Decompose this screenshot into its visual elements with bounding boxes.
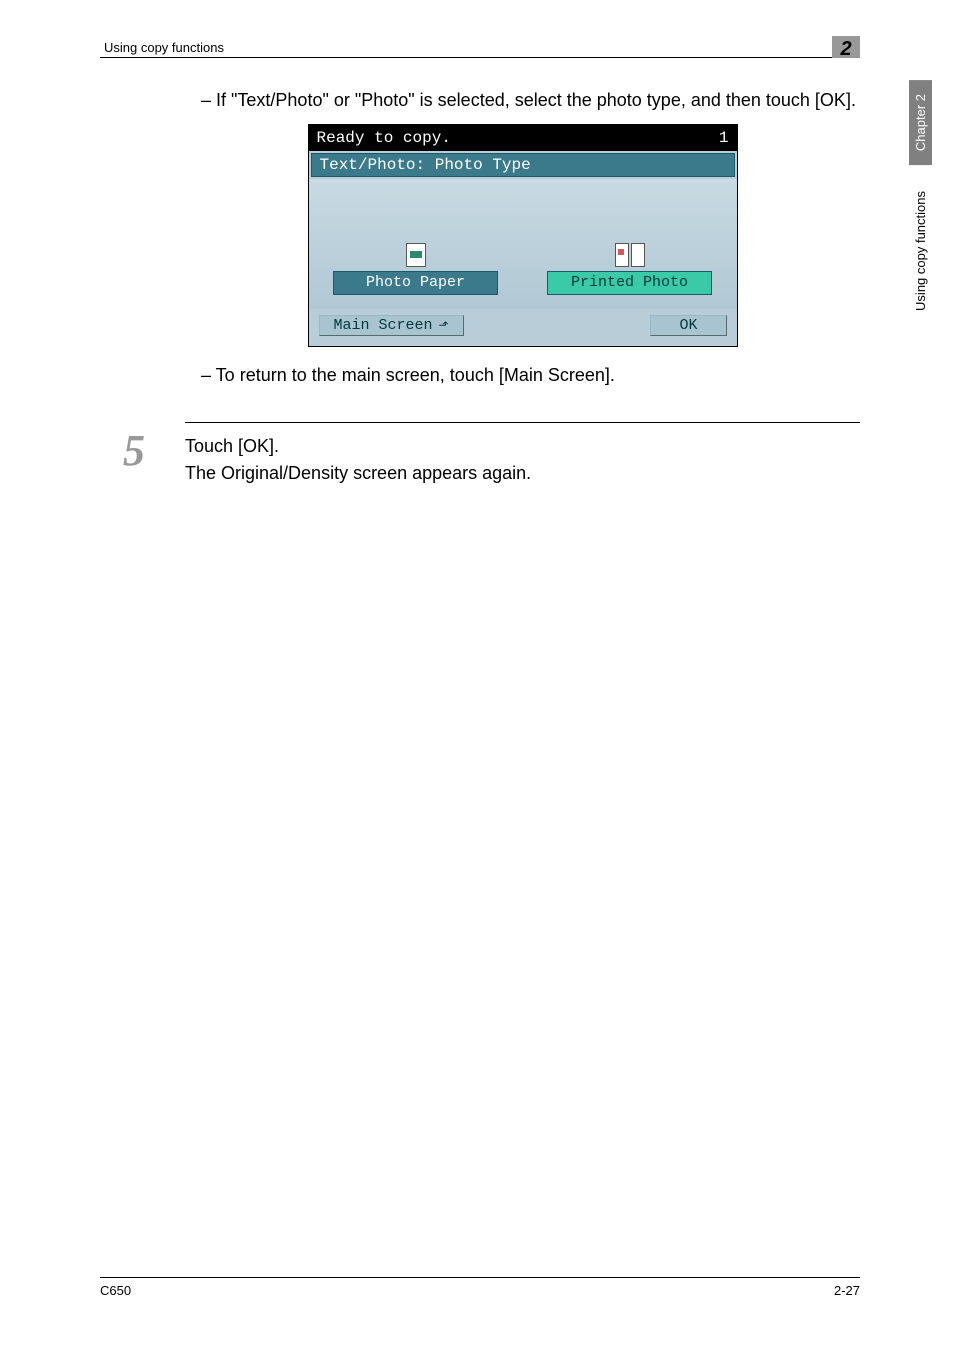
photo-paper-icon	[406, 243, 426, 267]
page-footer: C650 2-27	[100, 1277, 860, 1298]
printed-photo-button[interactable]: Printed Photo	[547, 271, 712, 295]
option-printed-photo[interactable]: Printed Photo	[540, 243, 720, 295]
main-screen-button[interactable]: Main Screen ⬏	[319, 315, 464, 336]
ok-button[interactable]: OK	[650, 315, 726, 336]
status-text: Ready to copy.	[317, 129, 451, 147]
side-tabs: Chapter 2 Using copy functions	[909, 80, 932, 325]
screen-footer: Main Screen ⬏ OK	[309, 309, 737, 346]
option-photo-paper[interactable]: Photo Paper	[326, 243, 506, 295]
section-tab: Using copy functions	[909, 177, 932, 325]
main-screen-label: Main Screen	[334, 317, 433, 334]
header-title: Using copy functions	[104, 40, 224, 55]
up-arrow-icon: ⬏	[439, 318, 449, 333]
step5-line2: The Original/Density screen appears agai…	[185, 460, 860, 487]
printed-photo-icon	[615, 243, 645, 267]
instruction-return-main: – To return to the main screen, touch [M…	[201, 363, 860, 387]
instruction-photo-type: – If "Text/Photo" or "Photo" is selected…	[201, 88, 860, 112]
footer-model: C650	[100, 1283, 131, 1298]
footer-page: 2-27	[834, 1283, 860, 1298]
screen-title-bar: Text/Photo: Photo Type	[311, 153, 735, 177]
step5-line1: Touch [OK].	[185, 433, 860, 460]
chapter-badge: 2	[832, 36, 860, 58]
step-number: 5	[123, 425, 145, 476]
copier-screenshot: Ready to copy. 1 Text/Photo: Photo Type …	[308, 124, 738, 347]
status-count: 1	[719, 129, 729, 147]
photo-paper-button[interactable]: Photo Paper	[333, 271, 498, 295]
options-area: Photo Paper Printed Photo	[309, 179, 737, 309]
chapter-tab: Chapter 2	[909, 80, 932, 165]
status-bar: Ready to copy. 1	[309, 125, 737, 151]
